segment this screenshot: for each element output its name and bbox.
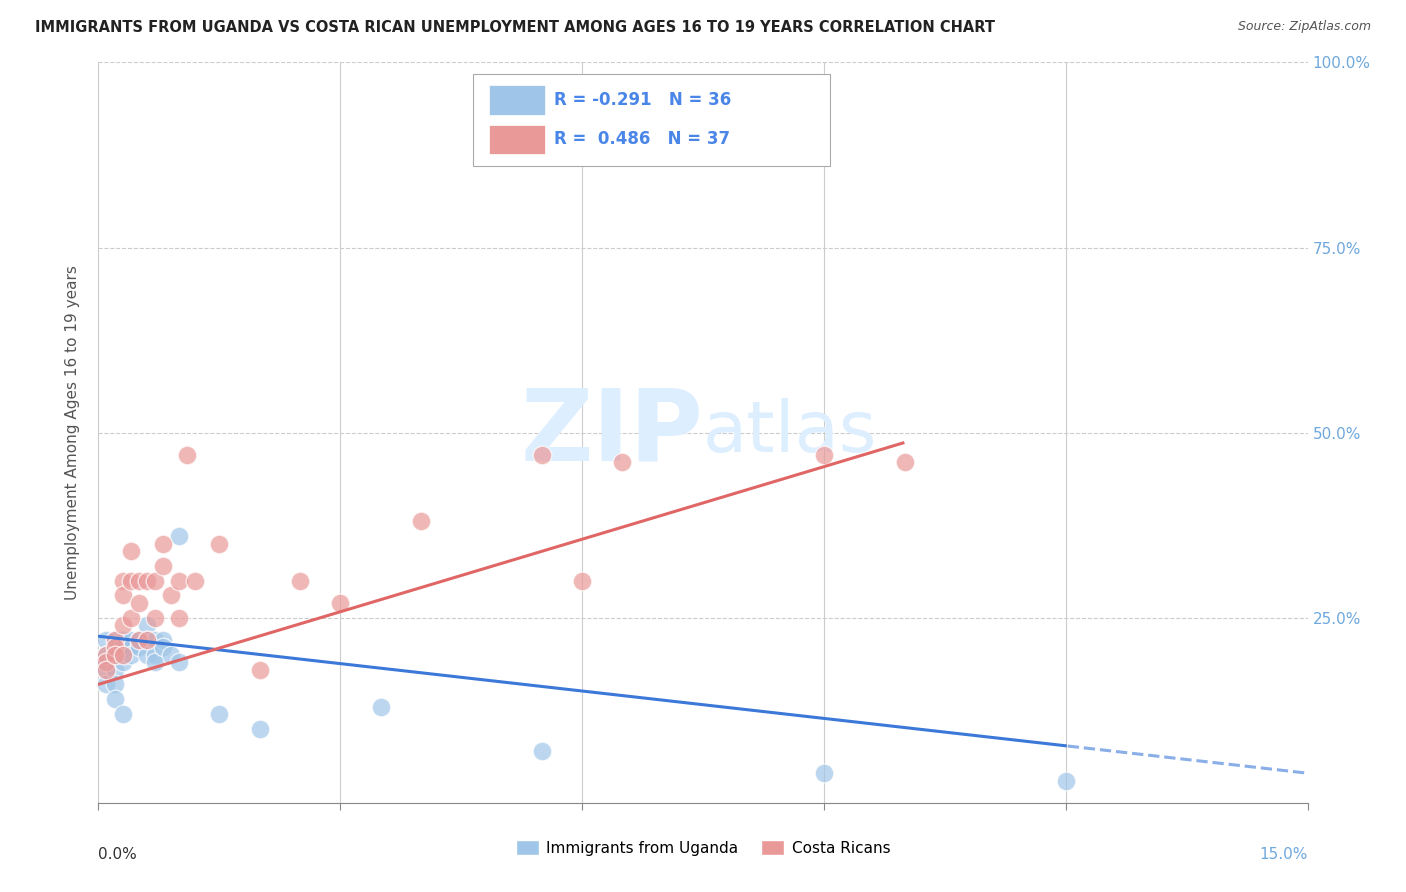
Point — [128, 596, 150, 610]
Point — [111, 632, 134, 647]
Point — [176, 448, 198, 462]
Y-axis label: Unemployment Among Ages 16 to 19 years: Unemployment Among Ages 16 to 19 years — [65, 265, 80, 600]
Point — [120, 648, 142, 662]
Point — [893, 455, 915, 469]
Point — [96, 632, 118, 647]
Point — [120, 544, 142, 558]
Point — [288, 574, 311, 588]
Point — [530, 744, 553, 758]
Point — [96, 648, 118, 662]
Text: R =  0.486   N = 37: R = 0.486 N = 37 — [554, 130, 730, 148]
Point — [571, 574, 593, 588]
Point — [103, 640, 125, 655]
Point — [135, 618, 157, 632]
Point — [120, 632, 142, 647]
Point — [135, 632, 157, 647]
Point — [152, 632, 174, 647]
Point — [208, 536, 231, 550]
Point — [135, 574, 157, 588]
Text: 0.0%: 0.0% — [98, 847, 138, 863]
Text: atlas: atlas — [703, 398, 877, 467]
Point — [208, 706, 231, 721]
Text: R = -0.291   N = 36: R = -0.291 N = 36 — [554, 91, 731, 109]
Text: ZIP: ZIP — [520, 384, 703, 481]
Point — [103, 632, 125, 647]
Point — [96, 655, 118, 669]
Point — [96, 648, 118, 662]
Point — [128, 640, 150, 655]
Point — [103, 677, 125, 691]
Point — [111, 589, 134, 603]
Point — [160, 648, 183, 662]
Point — [249, 722, 271, 736]
Point — [111, 574, 134, 588]
Point — [329, 596, 352, 610]
Text: IMMIGRANTS FROM UGANDA VS COSTA RICAN UNEMPLOYMENT AMONG AGES 16 TO 19 YEARS COR: IMMIGRANTS FROM UGANDA VS COSTA RICAN UN… — [35, 20, 995, 35]
FancyBboxPatch shape — [474, 73, 830, 166]
Point — [1054, 773, 1077, 788]
Point — [167, 655, 190, 669]
Point — [111, 648, 134, 662]
Point — [152, 536, 174, 550]
FancyBboxPatch shape — [489, 86, 544, 115]
Point — [103, 663, 125, 677]
Point — [167, 610, 190, 624]
Point — [128, 574, 150, 588]
Point — [135, 632, 157, 647]
Text: 15.0%: 15.0% — [1260, 847, 1308, 863]
Point — [96, 663, 118, 677]
Point — [103, 648, 125, 662]
Point — [111, 655, 134, 669]
Point — [152, 640, 174, 655]
Point — [135, 648, 157, 662]
Text: Source: ZipAtlas.com: Source: ZipAtlas.com — [1237, 20, 1371, 33]
Point — [143, 574, 166, 588]
Point — [120, 610, 142, 624]
Point — [813, 766, 835, 780]
Point — [160, 589, 183, 603]
Point — [143, 610, 166, 624]
Point — [813, 448, 835, 462]
Point — [111, 618, 134, 632]
Point — [103, 648, 125, 662]
Point — [370, 699, 392, 714]
Point — [249, 663, 271, 677]
Point — [96, 663, 118, 677]
Legend: Immigrants from Uganda, Costa Ricans: Immigrants from Uganda, Costa Ricans — [509, 834, 897, 862]
Point — [184, 574, 207, 588]
Point — [103, 632, 125, 647]
Point — [120, 574, 142, 588]
Point — [143, 655, 166, 669]
Point — [530, 448, 553, 462]
Point — [111, 640, 134, 655]
Point — [128, 632, 150, 647]
Point — [143, 632, 166, 647]
Point — [120, 640, 142, 655]
Point — [96, 655, 118, 669]
Point — [167, 574, 190, 588]
Point — [111, 706, 134, 721]
Point — [612, 455, 634, 469]
Point — [167, 529, 190, 543]
Point — [128, 632, 150, 647]
Point — [96, 677, 118, 691]
Point — [409, 515, 432, 529]
Point — [152, 558, 174, 573]
Point — [143, 648, 166, 662]
Point — [103, 692, 125, 706]
FancyBboxPatch shape — [489, 125, 544, 154]
